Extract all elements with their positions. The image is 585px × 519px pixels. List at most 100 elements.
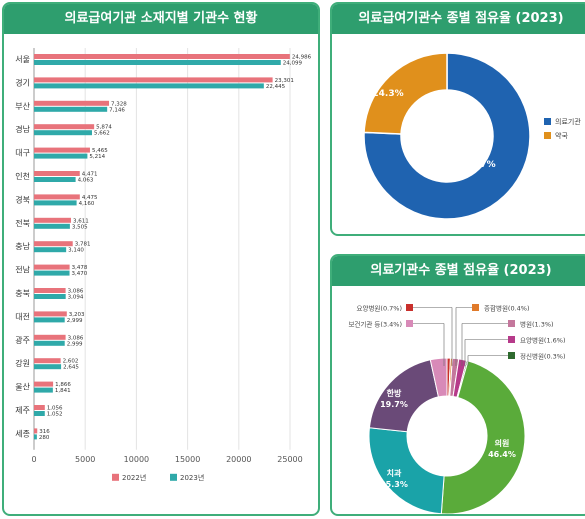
category-label: 경기	[15, 77, 30, 87]
bar-value-label: 1,056	[47, 406, 63, 412]
bar-2022	[34, 77, 273, 83]
donut1-slice	[363, 52, 531, 220]
bar-2023	[34, 387, 53, 393]
bar-value-label: 3,478	[72, 265, 88, 271]
bar-2023	[34, 177, 76, 182]
donut2-slice	[368, 359, 440, 433]
callout-swatch	[508, 336, 515, 343]
bar-2023	[34, 317, 65, 323]
donut1-legend-label: 약국	[555, 131, 568, 140]
bar-2022	[34, 264, 70, 270]
bar-2022	[34, 100, 110, 106]
bar-2023	[34, 83, 264, 89]
bar-value-label: 4,160	[79, 201, 95, 207]
category-label: 전남	[15, 265, 30, 275]
category-label: 경북	[15, 194, 30, 204]
category-label: 대구	[15, 149, 30, 158]
x-tick-label: 10000	[124, 455, 149, 464]
bar-2022	[34, 54, 290, 59]
x-tick-label: 20000	[226, 455, 251, 464]
donut2-seg-pct: 25.3%	[380, 480, 408, 489]
bar-value-label: 7,146	[109, 107, 125, 113]
bar-value-label: 2,999	[67, 318, 83, 324]
bar-chart-title: 의료급여기관 소재지별 기관수 현황	[4, 4, 318, 34]
callout-swatch	[472, 304, 479, 311]
donut1-title: 의료급여기관수 종별 점유율 (2023)	[332, 4, 585, 34]
bar-2022	[34, 381, 54, 387]
bar-value-label: 2,999	[67, 341, 83, 347]
bar-value-label: 4,471	[82, 172, 98, 178]
medical-share-panel: 의료기관수 종별 점유율 (2023) 의원 46.4% 치과 25.3% 한방 19.7…	[330, 254, 585, 516]
bar-value-label: 316	[39, 429, 50, 435]
bar-value-label: 22,445	[266, 84, 286, 90]
bar-2023	[34, 434, 37, 440]
bar-value-label: 1,052	[47, 412, 63, 418]
callout-label: 요양병원(0.7%)	[356, 304, 402, 313]
callout-swatch	[406, 304, 413, 311]
bar-2022	[34, 358, 61, 364]
bar-2023	[34, 60, 281, 65]
bar-2022	[34, 311, 67, 317]
donut2-chart: 의원 46.4% 치과 25.3% 한방 19.7% 요양병원(0.7%) 종합병원(0.4%…	[348, 304, 566, 514]
callout-label: 정신병원(0.3%)	[520, 352, 566, 361]
donut1-legend-swatch	[544, 132, 551, 139]
bar-value-label: 3,781	[75, 242, 91, 248]
category-label: 전북	[15, 218, 30, 228]
donut1-label-pharmacy: 24.3%	[372, 89, 403, 99]
bar-value-label: 2,645	[63, 365, 79, 371]
category-label: 부산	[15, 101, 30, 111]
donut2-seg-name: 치과	[387, 468, 402, 478]
category-label: 충남	[15, 242, 30, 251]
bar-value-label: 3,086	[68, 289, 84, 295]
bar-value-label: 24,099	[283, 61, 303, 67]
bar-value-label: 3,470	[72, 271, 88, 277]
bar-2022	[34, 428, 38, 434]
x-tick-label: 0	[31, 455, 36, 464]
category-label: 서울	[15, 55, 30, 64]
donut1-slice	[363, 52, 448, 135]
legend-swatch	[112, 473, 119, 481]
donut2-title: 의료기관수 종별 점유율 (2023)	[332, 256, 585, 286]
bar-2022	[34, 171, 80, 176]
bar-value-label: 3,505	[72, 224, 88, 230]
bar-2022	[34, 124, 95, 130]
bar-value-label: 5,662	[94, 131, 110, 137]
bar-2023	[34, 200, 77, 206]
bar-2022	[34, 147, 90, 153]
bar-value-label: 5,214	[89, 154, 105, 160]
bar-2022	[34, 194, 80, 200]
bar-2023	[34, 153, 88, 159]
x-tick-label: 25000	[277, 455, 302, 464]
category-label: 광주	[15, 335, 30, 345]
bar-2023	[34, 223, 70, 229]
bar-value-label: 24,986	[292, 55, 312, 61]
bar-value-label: 4,475	[82, 195, 98, 201]
legend-label: 2023년	[180, 473, 204, 482]
category-label: 세종	[15, 429, 30, 438]
donut1-legend-swatch	[544, 118, 551, 125]
donut1-legend-label: 의료기관	[555, 117, 581, 126]
bar-2022	[34, 288, 66, 293]
x-tick-label: 5000	[75, 455, 95, 464]
callout-label: 보건기관 등(3.4%)	[348, 320, 402, 329]
category-label: 충북	[15, 289, 30, 298]
callout-label: 요양병원(1.6%)	[520, 336, 566, 345]
callout-label: 종합병원(0.4%)	[484, 304, 530, 313]
category-label: 인천	[15, 171, 30, 181]
callout-swatch	[508, 320, 515, 327]
donut2-seg-name: 한방	[387, 388, 402, 398]
bar-2022	[34, 241, 73, 247]
donut1-label-institution: 75.7%	[464, 160, 495, 170]
bar-2022	[34, 405, 45, 410]
category-label: 경남	[15, 124, 30, 134]
bar-2022	[34, 334, 66, 340]
bar-value-label: 1,841	[55, 388, 71, 394]
legend-label: 2022년	[122, 473, 146, 482]
bar-value-label: 3,094	[68, 295, 84, 301]
x-tick-label: 15000	[175, 455, 200, 464]
bar-2023	[34, 247, 67, 253]
bar-value-label: 3,140	[68, 248, 84, 254]
